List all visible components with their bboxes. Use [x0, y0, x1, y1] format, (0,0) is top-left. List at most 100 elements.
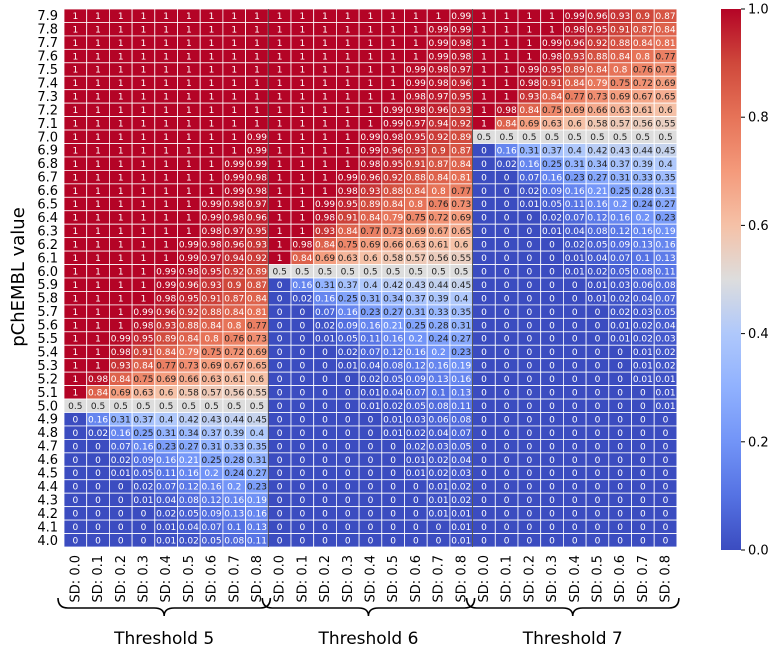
cell-value-label: 0.16: [383, 335, 403, 345]
cell-value-label: 0.65: [656, 93, 676, 103]
cell-value-label: 0: [481, 321, 487, 331]
cell-value-label: 0.96: [179, 281, 199, 291]
y-tick-label: 5.4: [37, 345, 58, 360]
cell-value-label: 0.77: [156, 362, 176, 372]
cell-value-label: 0.5: [91, 402, 105, 412]
cell-value-label: 1: [118, 120, 124, 130]
cell-value-label: 1: [163, 160, 169, 170]
cell-value-label: 1: [141, 200, 147, 210]
cell-value-label: 0.11: [451, 402, 471, 412]
cell-value-label: 0.07: [360, 348, 380, 358]
cell-value-label: 0.01: [360, 402, 380, 412]
cell-value-label: 0.11: [156, 469, 176, 479]
cell-value-label: 0: [526, 469, 532, 479]
cell-value-label: 1: [141, 25, 147, 35]
cell-value-label: 0.07: [565, 214, 585, 224]
cell-value-label: 0: [95, 510, 101, 520]
cell-value-label: 0.99: [383, 106, 403, 116]
cell-value-label: 0.12: [179, 483, 199, 493]
cell-value-label: 0: [504, 523, 510, 533]
cell-value-label: 0: [481, 227, 487, 237]
cell-value-label: 1: [299, 52, 305, 62]
cell-value-label: 0.4: [454, 294, 469, 304]
cell-value-label: 0.04: [565, 227, 585, 237]
cell-value-label: 0.05: [133, 469, 153, 479]
cell-value-label: 0.16: [565, 187, 585, 197]
cell-value-label: 0.99: [406, 79, 426, 89]
cell-value-label: 1: [299, 200, 305, 210]
cell-value-label: 0.99: [247, 160, 267, 170]
cell-value-label: 0.56: [224, 389, 244, 399]
cell-value-label: 0: [95, 442, 101, 452]
cell-value-label: 0: [640, 389, 646, 399]
cell-value-label: 1: [186, 52, 192, 62]
cell-value-label: 1: [95, 12, 101, 22]
cell-value-label: 0.43: [406, 281, 426, 291]
cell-value-label: 0.03: [406, 415, 426, 425]
cell-value-label: 0: [526, 241, 532, 251]
x-tick-label: SD: 0.0: [273, 555, 288, 602]
cell-value-label: 0.99: [224, 160, 244, 170]
cell-value-label: 0.01: [565, 267, 585, 277]
cell-value-label: 1: [277, 52, 283, 62]
cell-value-label: 0: [481, 389, 487, 399]
cell-value-label: 1: [72, 120, 78, 130]
cell-value-label: 0: [504, 483, 510, 493]
cell-value-label: 1: [163, 200, 169, 210]
cell-value-label: 0: [617, 483, 623, 493]
cell-value-label: 0: [526, 281, 532, 291]
cell-value-label: 1: [254, 52, 260, 62]
cell-value-label: 0: [368, 510, 374, 520]
cell-value-label: 0.28: [633, 187, 653, 197]
cell-value-label: 0: [504, 214, 510, 224]
cell-value-label: 0.89: [451, 133, 471, 143]
cell-value-label: 0.65: [451, 227, 471, 237]
cell-value-label: 1: [231, 133, 237, 143]
cell-value-label: 1: [72, 214, 78, 224]
x-tick-label: SD: 0.2: [522, 555, 537, 602]
cell-value-label: 0.04: [360, 362, 380, 372]
y-tick-label: 7.1: [37, 117, 58, 132]
cell-value-label: 0.5: [227, 402, 241, 412]
y-tick-label: 5.9: [37, 278, 58, 293]
cell-value-label: 1: [163, 52, 169, 62]
cell-value-label: 0.92: [587, 39, 607, 49]
cell-value-label: 0.99: [224, 187, 244, 197]
cell-value-label: 0: [95, 523, 101, 533]
cell-value-label: 0.01: [587, 281, 607, 291]
cell-value-label: 0.02: [383, 402, 403, 412]
cell-value-label: 1: [231, 106, 237, 116]
cell-value-label: 0: [640, 510, 646, 520]
cell-value-label: 0.5: [454, 267, 468, 277]
cell-value-label: 1: [95, 160, 101, 170]
cell-value-label: 1: [390, 66, 396, 76]
cell-value-label: 0.02: [610, 294, 630, 304]
y-tick-label: 5.7: [37, 305, 58, 320]
cell-value-label: 1: [299, 93, 305, 103]
cell-value-label: 0: [526, 362, 532, 372]
cell-value-label: 0.5: [386, 267, 400, 277]
cell-value-label: 1: [141, 187, 147, 197]
cell-value-label: 1: [322, 187, 328, 197]
cell-value-label: 0: [595, 375, 601, 385]
cell-value-label: 0.91: [133, 348, 153, 358]
cell-value-label: 0: [481, 173, 487, 183]
cell-value-label: 1: [118, 12, 124, 22]
y-tick-label: 6.5: [37, 198, 58, 213]
cell-value-label: 0: [595, 429, 601, 439]
cell-value-label: 0: [481, 348, 487, 358]
cell-value-label: 0.88: [202, 308, 222, 318]
cell-value-label: 0.31: [451, 321, 471, 331]
cell-value-label: 0.69: [315, 254, 335, 264]
cell-value-label: 0: [345, 442, 351, 452]
cell-value-label: 0.98: [224, 214, 244, 224]
cell-value-label: 1: [368, 120, 374, 130]
cell-value-label: 0.87: [451, 146, 471, 156]
cell-value-label: 1: [163, 187, 169, 197]
cell-value-label: 0: [526, 442, 532, 452]
cell-value-label: 0.44: [429, 281, 449, 291]
cell-value-label: 0.31: [247, 456, 267, 466]
cell-value-label: 0.09: [202, 510, 222, 520]
cell-value-label: 0.98: [315, 214, 335, 224]
cell-value-label: 0.02: [610, 308, 630, 318]
